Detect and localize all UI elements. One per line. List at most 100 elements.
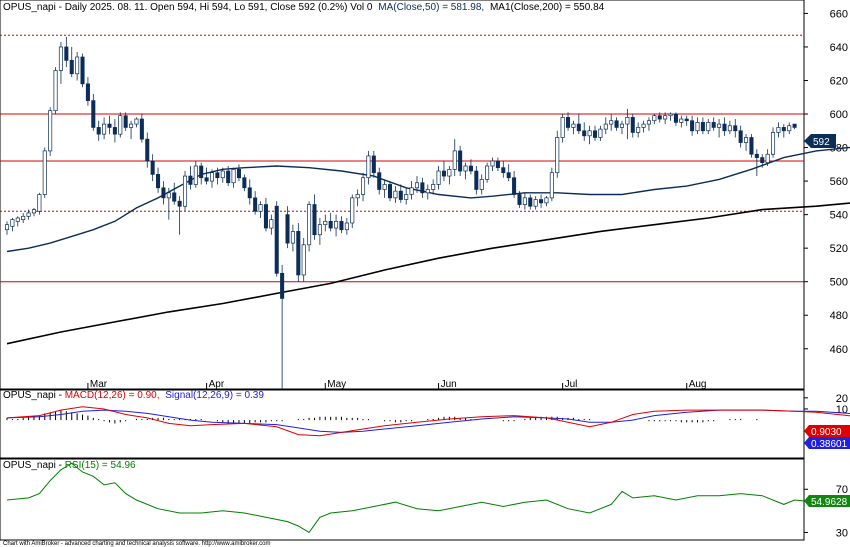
rsi-line <box>6 462 850 534</box>
rsi-y-tick-label: 30 <box>836 527 848 539</box>
svg-text:592: 592 <box>813 137 830 148</box>
candle-body <box>37 194 42 212</box>
candle-body <box>663 115 668 120</box>
candle-body <box>479 179 484 190</box>
candle-body <box>630 117 635 133</box>
candle-body <box>765 153 770 163</box>
month-label: Apr <box>209 379 225 390</box>
candle-body <box>447 168 452 177</box>
candle-body <box>549 172 554 199</box>
candle-body <box>150 160 155 175</box>
candle-body <box>539 199 544 204</box>
candle-body <box>290 231 295 244</box>
candle-body <box>301 244 306 276</box>
candle-body <box>695 122 700 132</box>
candle-body <box>441 170 446 177</box>
candle-body <box>91 100 96 128</box>
candle-body <box>307 204 312 246</box>
rsi-pane[interactable]: 70 30 <box>0 458 850 541</box>
candle-body <box>328 220 333 229</box>
candle-body <box>129 123 134 128</box>
candle-body <box>118 115 123 135</box>
candle-body <box>172 192 177 202</box>
candle-body <box>722 123 727 132</box>
rsi-title: OPUS_napi - RSI(15) = 54.96 <box>3 460 136 471</box>
candle-body <box>560 117 565 138</box>
rsi-value-tag: 54.9628 <box>804 495 850 508</box>
candle-body <box>760 157 765 163</box>
candle-body <box>398 190 403 200</box>
candle-body <box>96 127 101 135</box>
candle-body <box>463 165 468 172</box>
candle-body <box>555 137 560 174</box>
candle-body <box>625 117 630 125</box>
month-label: Aug <box>689 379 707 390</box>
candle-body <box>42 150 47 195</box>
candle-body <box>107 123 112 128</box>
candle-body <box>393 190 398 199</box>
candle-body <box>474 170 479 190</box>
candle-body <box>512 177 517 195</box>
candle-body <box>263 204 268 229</box>
last-close-tag: 592 <box>804 134 836 148</box>
macd-title: OPUS_napi - MACD(12,26) = 0.90, Signal(1… <box>3 390 264 401</box>
signal-line <box>6 409 850 433</box>
candle-body <box>166 192 171 199</box>
candle-body <box>231 168 236 184</box>
price-y-tick-label: 560 <box>830 176 848 188</box>
candle-body <box>21 215 26 221</box>
candle-body <box>193 165 198 185</box>
month-label: May <box>327 379 346 390</box>
candle-body <box>792 123 797 128</box>
candle-body <box>344 222 349 231</box>
candle-body <box>112 127 117 135</box>
candle-body <box>468 165 473 172</box>
candle-body <box>69 60 74 75</box>
candle-body <box>614 120 619 128</box>
candle-body <box>199 165 204 179</box>
footer-credit: Chart with AmiBroker - advanced charting… <box>3 541 270 547</box>
candle-body <box>339 220 344 231</box>
candle-body <box>771 132 776 155</box>
candle-body <box>646 120 651 125</box>
candle-body <box>387 184 393 199</box>
candle-body <box>641 123 646 128</box>
candle-body <box>188 175 193 185</box>
candle-body <box>420 182 425 194</box>
candle-body <box>26 212 31 217</box>
candle-body <box>657 115 662 120</box>
candle-body <box>409 187 414 195</box>
candle-body <box>425 189 430 194</box>
candle-body <box>296 231 301 276</box>
candle-body <box>209 172 215 182</box>
candle-body <box>744 137 749 143</box>
price-y-tick-label: 480 <box>830 310 848 322</box>
candle-body <box>690 120 695 132</box>
candle-body <box>269 219 274 229</box>
candle-body <box>4 224 10 231</box>
ma200-line <box>6 202 850 345</box>
rsi-y-tick-label: 70 <box>836 484 848 496</box>
candle-body <box>80 56 85 85</box>
candle-body <box>533 199 538 207</box>
macd-frame <box>0 389 805 459</box>
candle-body <box>544 197 549 204</box>
candle-body <box>706 122 711 132</box>
candle-body <box>247 187 252 199</box>
ma50-line <box>6 146 850 253</box>
candle-body <box>684 118 689 122</box>
candle-body <box>781 127 786 132</box>
candle-body <box>436 170 441 185</box>
candle-body <box>355 194 360 199</box>
candle-body <box>754 153 759 158</box>
month-label: Jul <box>565 379 578 390</box>
candle-body <box>414 182 420 189</box>
candle-body <box>253 197 258 212</box>
ma50-legend: MA(Close,50) = 581.98, <box>378 2 484 13</box>
price-title: OPUS_napi - Daily 2025. 08. 11. Open 594… <box>3 2 605 13</box>
candle-body <box>711 122 716 128</box>
candle-body <box>15 217 20 222</box>
